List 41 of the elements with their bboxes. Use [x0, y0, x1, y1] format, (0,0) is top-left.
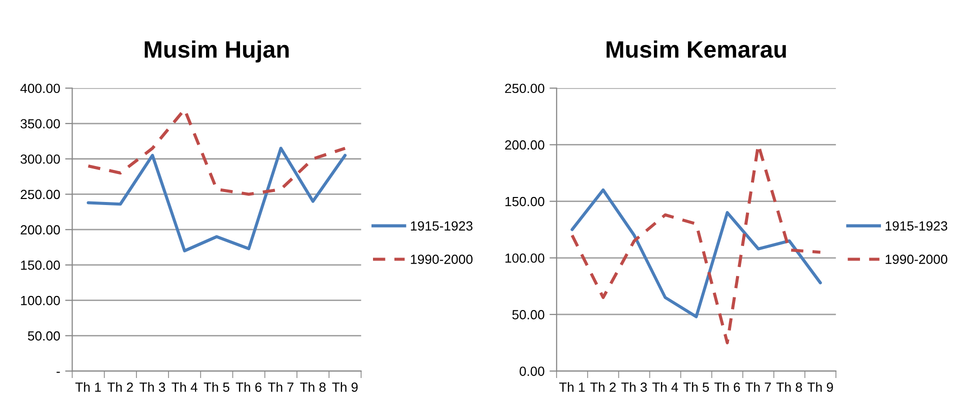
x-tick-label: Th 6: [714, 382, 740, 392]
x-tick-label: Th 4: [652, 382, 678, 392]
y-tick-label: 350.00: [20, 119, 60, 128]
y-tick-label: 150.00: [21, 260, 60, 270]
y-tick-label: 300.00: [20, 154, 60, 164]
legend-label: 1915-1923: [886, 221, 948, 231]
legend-label: 1990-2000: [886, 254, 948, 264]
y-tick-label: 250.00: [505, 84, 544, 94]
x-tick-label: Th 5: [204, 382, 230, 392]
x-tick-label: Th 1: [75, 382, 101, 392]
y-tick-label: 400.00: [20, 84, 60, 94]
legend-label: 1990-2000: [410, 254, 473, 264]
x-tick-label: Th 8: [300, 382, 326, 392]
x-tick-label: Th 2: [590, 382, 616, 392]
y-tick-label: 200.00: [20, 225, 60, 235]
y-tick-label: 250.00: [20, 190, 60, 200]
y-tick-label: 50.00: [512, 310, 544, 320]
x-tick-label: Th 4: [172, 382, 198, 392]
y-tick-label: 100.00: [21, 296, 60, 306]
x-tick-label: Th 9: [807, 382, 833, 392]
y-tick-label: 100.00: [505, 253, 544, 263]
x-tick-label: Th 3: [140, 382, 166, 392]
x-tick-label: Th 8: [776, 382, 802, 392]
y-tick-label: 0.00: [520, 366, 544, 376]
x-tick-label: Th 9: [332, 382, 358, 392]
line-series: [86, 146, 347, 252]
x-tick-label: Th 5: [683, 382, 709, 392]
chart-title: Musim Hujan: [144, 40, 289, 62]
chart-title: Musim Kemarau: [606, 40, 786, 58]
y-tick-label: 150.00: [505, 196, 544, 206]
x-tick-label: Th 7: [745, 382, 771, 392]
line-series: [570, 188, 822, 318]
x-tick-label: Th 3: [621, 382, 647, 392]
y-tick-label: 50.00: [28, 331, 60, 341]
y-tick-label: -: [56, 372, 60, 373]
x-tick-label: Th 2: [107, 382, 133, 392]
x-tick-label: Th 6: [236, 382, 262, 392]
x-tick-label: Th 1: [559, 382, 585, 392]
legend-label: 1915-1923: [410, 221, 472, 231]
x-tick-label: Th 7: [268, 382, 294, 392]
y-tick-label: 200.00: [505, 140, 544, 150]
